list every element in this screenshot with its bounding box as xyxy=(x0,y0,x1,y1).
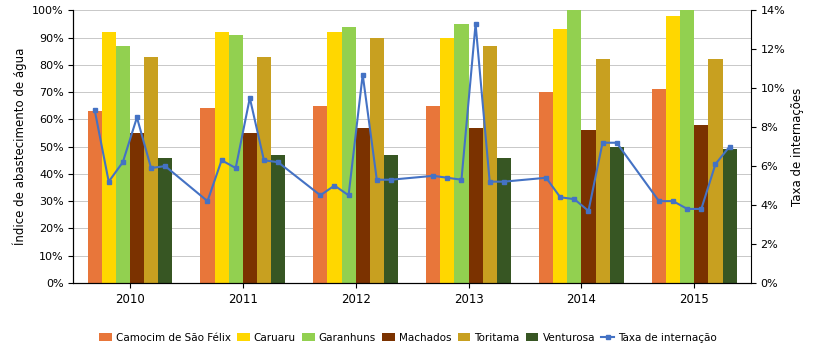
Taxa de internação xyxy=(612,141,622,145)
Taxa de internação xyxy=(372,178,382,182)
Bar xyxy=(482,46,497,283)
Bar xyxy=(158,158,172,283)
Taxa de internação xyxy=(711,162,721,166)
Taxa de internação xyxy=(273,160,283,164)
Bar xyxy=(327,32,342,283)
Bar xyxy=(228,35,243,283)
Bar xyxy=(722,149,737,283)
Bar xyxy=(201,108,215,283)
Bar xyxy=(116,46,130,283)
Taxa de internação xyxy=(316,193,326,197)
Bar xyxy=(539,92,553,283)
Bar xyxy=(596,59,610,283)
Bar xyxy=(567,10,581,283)
Taxa de internação xyxy=(245,96,255,100)
Taxa de internação xyxy=(654,199,664,203)
Bar xyxy=(130,133,144,283)
Taxa de internação xyxy=(202,199,212,203)
Taxa de internação xyxy=(357,72,367,77)
Bar xyxy=(681,10,694,283)
Taxa de internação xyxy=(583,209,593,213)
Bar xyxy=(497,158,511,283)
Bar xyxy=(102,32,116,283)
Taxa de internação xyxy=(541,176,551,180)
Bar xyxy=(257,57,271,283)
Taxa de internação xyxy=(457,178,467,182)
Taxa de internação xyxy=(428,174,438,178)
Taxa de internação xyxy=(725,145,734,149)
Bar xyxy=(652,89,666,283)
Bar xyxy=(384,155,398,283)
Bar xyxy=(666,16,681,283)
Taxa de internação xyxy=(485,180,494,184)
Bar xyxy=(87,111,102,283)
Taxa de internação xyxy=(696,207,706,211)
Taxa de internação xyxy=(146,166,156,170)
Taxa de internação xyxy=(231,166,241,170)
Bar xyxy=(243,133,257,283)
Bar xyxy=(356,128,370,283)
Y-axis label: Taxa de internações: Taxa de internações xyxy=(791,88,804,206)
Taxa de internação xyxy=(104,180,113,184)
Bar xyxy=(468,128,482,283)
Bar xyxy=(370,38,384,283)
Bar xyxy=(271,155,285,283)
Taxa de internação xyxy=(570,197,579,201)
Taxa de internação xyxy=(499,180,508,184)
Taxa de internação xyxy=(344,193,353,197)
Taxa de internação xyxy=(118,160,128,164)
Bar xyxy=(144,57,158,283)
Bar xyxy=(313,106,327,283)
Bar xyxy=(694,125,708,283)
Bar xyxy=(441,38,455,283)
Bar xyxy=(553,29,567,283)
Line: Taxa de internação: Taxa de internação xyxy=(92,21,732,213)
Taxa de internação xyxy=(259,158,268,162)
Taxa de internação xyxy=(682,207,692,211)
Taxa de internação xyxy=(442,176,452,180)
Taxa de internação xyxy=(668,199,678,203)
Bar xyxy=(581,130,596,283)
Bar xyxy=(455,24,468,283)
Taxa de internação xyxy=(330,184,339,188)
Bar xyxy=(342,27,356,283)
Taxa de internação xyxy=(386,178,396,182)
Legend: Camocim de São Félix, Caruaru, Garanhuns, Machados, Toritama, Venturosa, Taxa de: Camocim de São Félix, Caruaru, Garanhuns… xyxy=(95,328,721,345)
Taxa de internação xyxy=(217,158,227,162)
Bar xyxy=(708,59,722,283)
Taxa de internação xyxy=(160,164,170,168)
Taxa de internação xyxy=(471,22,481,26)
Bar xyxy=(610,147,623,283)
Taxa de internação xyxy=(597,141,607,145)
Bar xyxy=(215,32,228,283)
Bar xyxy=(426,106,441,283)
Taxa de internação xyxy=(132,115,142,119)
Taxa de internação xyxy=(90,108,100,112)
Taxa de internação xyxy=(556,195,565,199)
Y-axis label: Índice de abastecimento de água: Índice de abastecimento de água xyxy=(12,48,27,245)
